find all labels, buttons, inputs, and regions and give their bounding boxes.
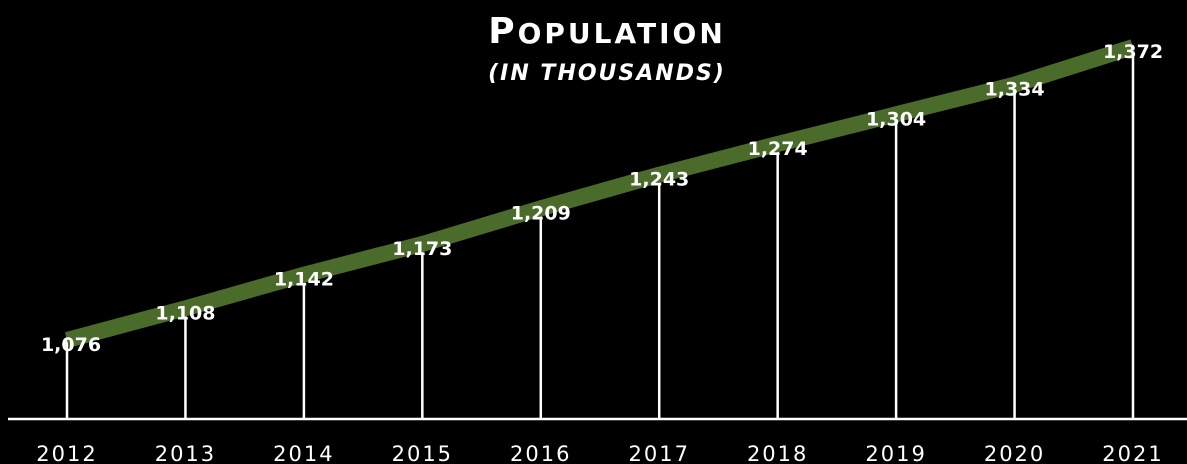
data-label-2021: 1,372 <box>1103 41 1163 63</box>
x-tick-2020: 2020 <box>984 442 1045 464</box>
data-label-2013: 1,108 <box>155 302 215 324</box>
data-label-2012: 1,076 <box>41 334 101 356</box>
data-labels-group: 1,076 1,108 1,142 1,173 1,209 1,243 1,274 1,304… <box>41 41 1163 356</box>
data-label-2018: 1,274 <box>748 138 808 160</box>
x-tick-2016: 2016 <box>510 442 571 464</box>
data-label-2014: 1,142 <box>274 269 334 291</box>
x-tick-labels-group: 2012 2013 2014 2015 2016 2017 2018 2019 2020 2021 <box>36 442 1163 464</box>
x-tick-2014: 2014 <box>273 442 334 464</box>
x-tick-2012: 2012 <box>36 442 97 464</box>
series-line <box>64 39 1136 348</box>
chart-title-rest: OPULATION <box>518 17 726 50</box>
chart-title-initial: P <box>488 11 517 52</box>
chart-title: POPULATION <box>488 11 726 52</box>
data-label-2017: 1,243 <box>629 169 689 191</box>
x-tick-2021: 2021 <box>1102 442 1163 464</box>
x-tick-2017: 2017 <box>628 442 689 464</box>
chart-subtitle: (IN THOUSANDS) <box>488 61 726 86</box>
x-tick-2013: 2013 <box>155 442 216 464</box>
data-label-2016: 1,209 <box>511 202 571 224</box>
data-label-2015: 1,173 <box>392 238 452 260</box>
data-label-2019: 1,304 <box>866 108 926 130</box>
x-tick-2015: 2015 <box>392 442 453 464</box>
stems-group <box>65 47 1135 419</box>
x-tick-2019: 2019 <box>865 442 926 464</box>
data-label-2020: 1,334 <box>985 79 1045 101</box>
x-tick-2018: 2018 <box>747 442 808 464</box>
